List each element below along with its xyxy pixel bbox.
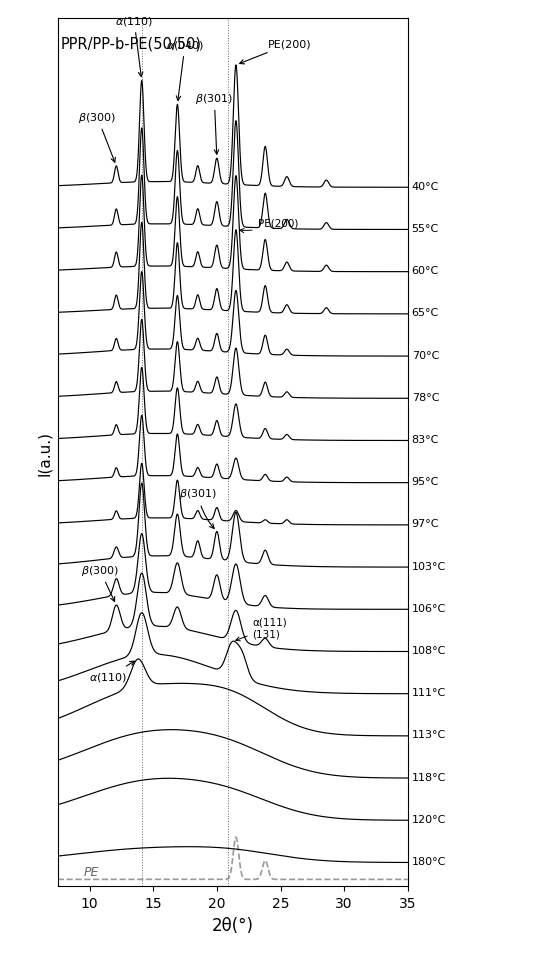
- Text: 60°C: 60°C: [411, 266, 439, 276]
- Text: PE(200): PE(200): [240, 40, 311, 64]
- Text: $\alpha$(110): $\alpha$(110): [115, 15, 153, 77]
- Text: 113°C: 113°C: [411, 730, 446, 740]
- Text: 111°C: 111°C: [411, 688, 446, 698]
- Text: $\alpha$(110): $\alpha$(110): [90, 661, 135, 684]
- Text: $\beta$(300): $\beta$(300): [78, 110, 116, 163]
- Text: 97°C: 97°C: [411, 519, 439, 529]
- Text: PPR/PP-b-PE(50/50): PPR/PP-b-PE(50/50): [60, 36, 201, 51]
- Text: $\beta$(301): $\beta$(301): [179, 487, 217, 529]
- Text: 65°C: 65°C: [411, 308, 439, 319]
- Text: 95°C: 95°C: [411, 477, 439, 487]
- Y-axis label: I(a.u.): I(a.u.): [37, 431, 52, 476]
- Text: 55°C: 55°C: [411, 224, 439, 234]
- Text: 108°C: 108°C: [411, 646, 446, 656]
- Text: 118°C: 118°C: [411, 772, 446, 782]
- Text: 78°C: 78°C: [411, 393, 439, 403]
- Text: PE: PE: [83, 866, 98, 878]
- Text: $\beta$(301): $\beta$(301): [195, 92, 233, 155]
- Text: 70°C: 70°C: [411, 351, 439, 361]
- Text: 83°C: 83°C: [411, 435, 439, 445]
- Text: 103°C: 103°C: [411, 561, 446, 572]
- Text: α(111)
(131): α(111) (131): [236, 617, 287, 641]
- Text: PE(200): PE(200): [240, 219, 298, 234]
- Text: 106°C: 106°C: [411, 603, 446, 614]
- Text: $\beta$(300): $\beta$(300): [81, 564, 119, 602]
- Text: 180°C: 180°C: [411, 856, 446, 867]
- Text: 40°C: 40°C: [411, 182, 439, 191]
- Text: 120°C: 120°C: [411, 814, 446, 824]
- Text: $\alpha$(040): $\alpha$(040): [166, 39, 204, 102]
- X-axis label: 2θ(°): 2θ(°): [212, 915, 254, 934]
